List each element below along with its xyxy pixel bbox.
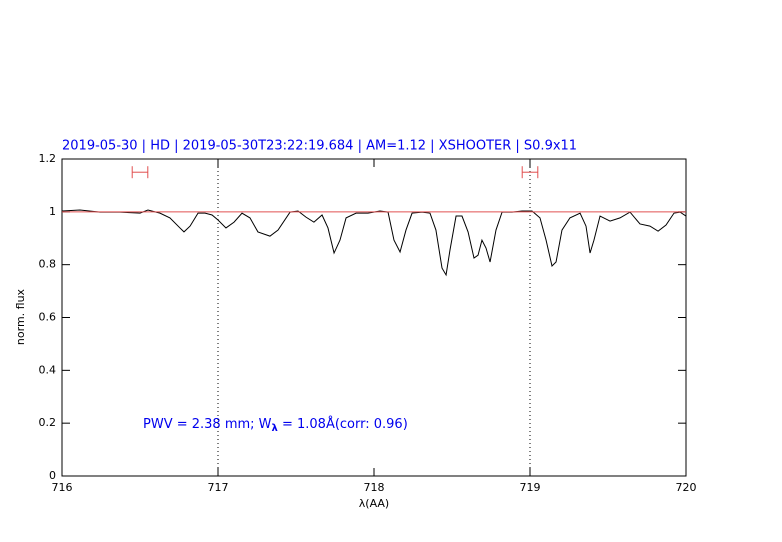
y-tick-label: 1.2: [39, 152, 57, 165]
x-tick-label: 720: [676, 481, 697, 494]
x-tick-label: 719: [520, 481, 541, 494]
y-tick-label: 0.8: [39, 258, 57, 271]
chart-title: 2019-05-30 | HD | 2019-05-30T23:22:19.68…: [62, 139, 577, 154]
line: [61, 209, 687, 277]
annotation: PWV = 2.38 mm; Wλ = 1.08Å(corr: 0.96): [143, 416, 408, 435]
y-tick-label: 1: [49, 205, 56, 218]
annotation-text: PWV = 2.38 mm; W: [143, 417, 272, 432]
annotation-subscript: λ: [272, 423, 279, 434]
x-axis-label: λ(AA): [359, 497, 389, 510]
y-tick-label: 0: [49, 469, 56, 482]
annotation-text: = 1.08Å(corr: 0.96): [278, 416, 408, 432]
x-tick-label: 717: [208, 481, 229, 494]
y-tick-label: 0.2: [39, 416, 57, 429]
y-axis-label: norm. flux: [14, 288, 27, 345]
x-tick-label: 718: [364, 481, 385, 494]
x-tick-label: 716: [52, 481, 73, 494]
y-tick-label: 0.6: [39, 311, 57, 324]
y-tick-label: 0.4: [39, 363, 57, 376]
